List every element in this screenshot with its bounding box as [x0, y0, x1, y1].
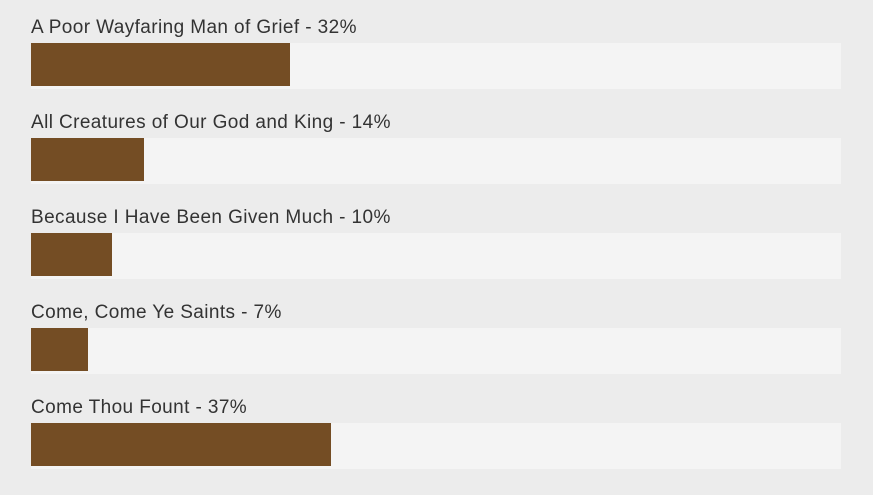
poll-bar [31, 43, 291, 86]
poll-bar [31, 423, 331, 466]
poll-option-row: A Poor Wayfaring Man of Grief - 32% [31, 16, 841, 89]
poll-option-row: Because I Have Been Given Much - 10% [31, 206, 841, 279]
poll-bar [31, 233, 112, 276]
poll-bar-track [31, 138, 841, 184]
poll-bar-track [31, 423, 841, 469]
poll-bar [31, 328, 88, 371]
poll-results-chart: A Poor Wayfaring Man of Grief - 32% All … [31, 16, 841, 469]
poll-option-row: Come Thou Fount - 37% [31, 396, 841, 469]
poll-option-row: All Creatures of Our God and King - 14% [31, 111, 841, 184]
poll-option-label: Come, Come Ye Saints - 7% [31, 302, 282, 323]
poll-option-label: Come Thou Fount - 37% [31, 397, 248, 418]
poll-option-row: Come, Come Ye Saints - 7% [31, 301, 841, 374]
poll-option-label: A Poor Wayfaring Man of Grief - 32% [31, 17, 357, 38]
poll-option-label: Because I Have Been Given Much - 10% [31, 207, 391, 228]
poll-bar-track [31, 233, 841, 279]
poll-bar [31, 138, 145, 181]
poll-bar-track [31, 328, 841, 374]
poll-option-label: All Creatures of Our God and King - 14% [31, 112, 391, 133]
poll-bar-track [31, 43, 841, 89]
